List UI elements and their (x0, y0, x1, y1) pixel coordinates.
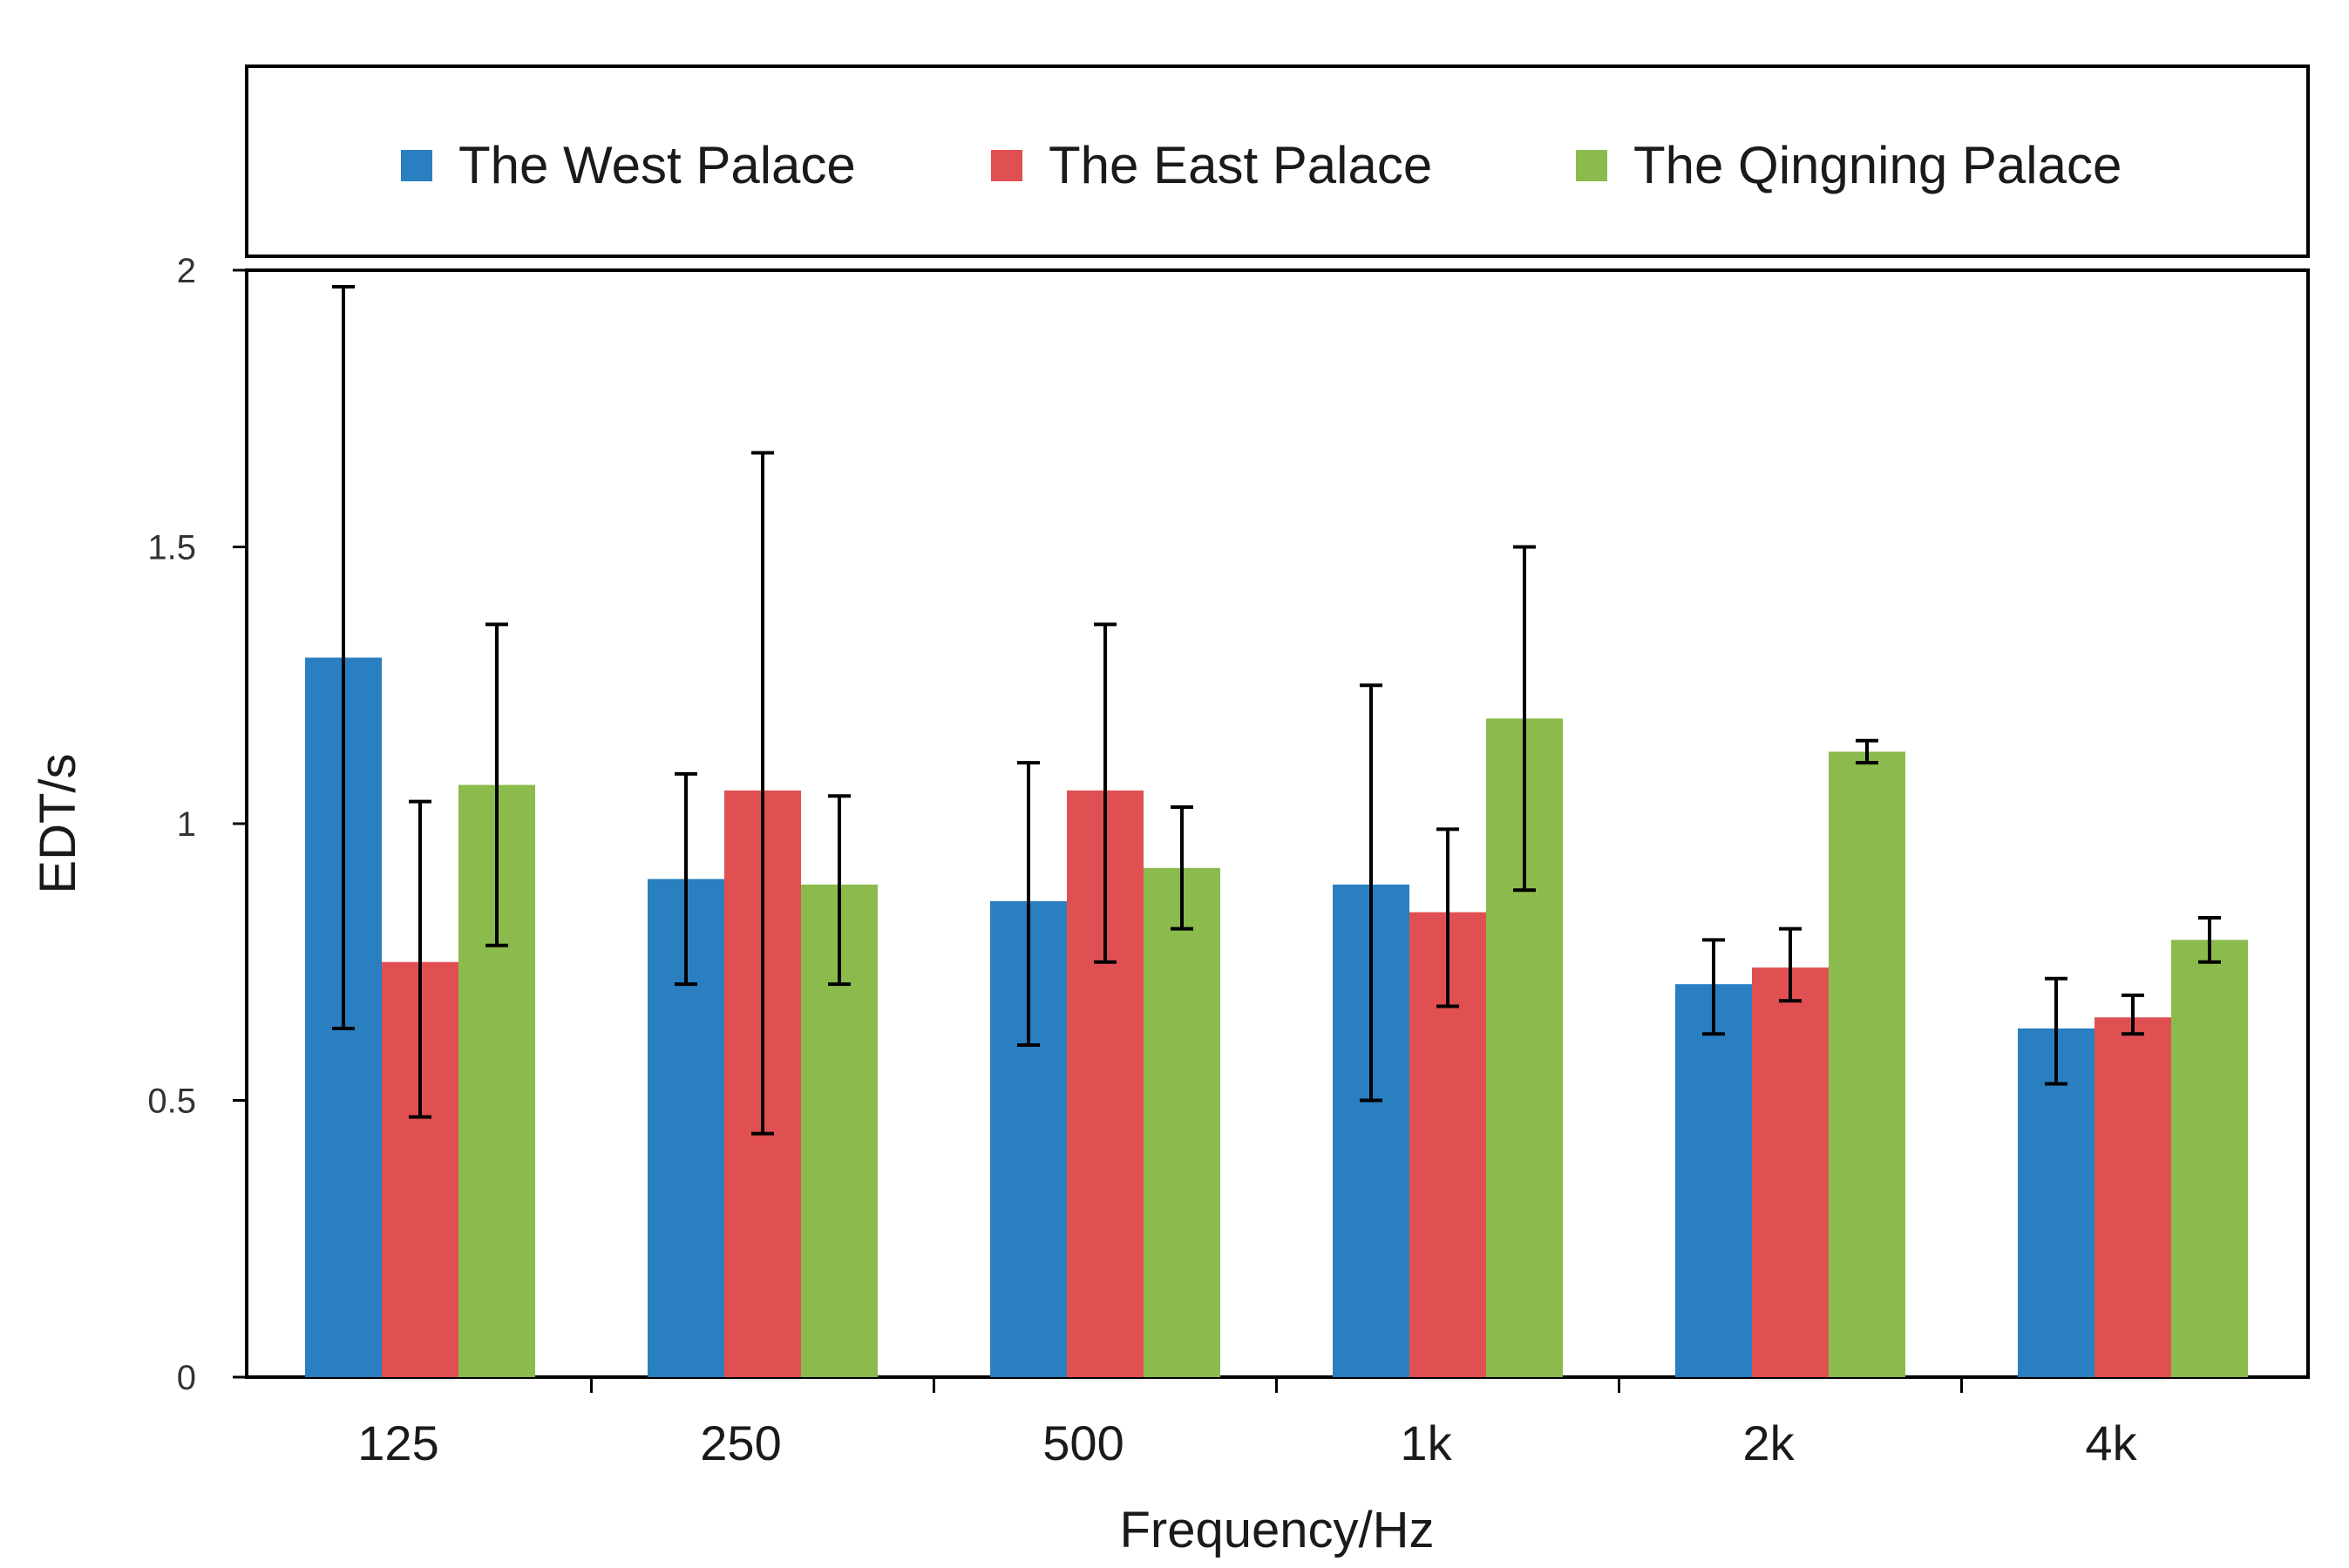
bar-the-west-palace-2k (1675, 984, 1752, 1377)
y-tick-label: 1.5 (147, 529, 196, 567)
edt-bar-chart: The West Palace The East Palace The Qingni… (0, 0, 2349, 1568)
x-tick-label-125: 125 (357, 1415, 438, 1470)
x-tick-label-4k: 4k (2085, 1415, 2137, 1470)
x-tick-label-1k: 1k (1400, 1415, 1452, 1470)
legend-swatch (1576, 150, 1607, 181)
x-axis-title: Frequency/Hz (1119, 1502, 1434, 1558)
x-axis: 125 250 500 1k 2k 4k (357, 1377, 2137, 1470)
x-tick-label-500: 500 (1042, 1415, 1124, 1470)
x-tick-label-2k: 2k (1742, 1415, 1795, 1470)
bar-the-qingning-palace-500 (1144, 868, 1220, 1377)
legend-label: The West Palace (458, 136, 856, 194)
y-axis: 0 0.5 1 1.5 2 (147, 252, 247, 1397)
legend-item: The Qingning Palace (1576, 136, 2122, 194)
legend-label: The Qingning Palace (1633, 136, 2122, 194)
x-tick-label-250: 250 (700, 1415, 781, 1470)
legend: The West Palace The East Palace The Qingni… (401, 136, 2122, 194)
y-axis-title: EDT/s (30, 753, 86, 893)
legend-swatch (991, 150, 1022, 181)
y-tick-label: 0 (177, 1359, 196, 1397)
bar-the-east-palace-4k (2094, 1017, 2171, 1377)
bar-the-east-palace-2k (1752, 967, 1829, 1377)
legend-swatch (401, 150, 432, 181)
y-tick-label: 1 (177, 805, 196, 844)
plot-area (247, 270, 2308, 1377)
legend-item: The West Palace (401, 136, 856, 194)
y-tick-label: 2 (177, 252, 196, 290)
y-tick-label: 0.5 (147, 1083, 196, 1121)
bar-the-qingning-palace-4k (2171, 940, 2248, 1377)
bar-the-qingning-palace-2k (1829, 751, 1905, 1377)
legend-item: The East Palace (991, 136, 1432, 194)
legend-label: The East Palace (1049, 136, 1432, 194)
